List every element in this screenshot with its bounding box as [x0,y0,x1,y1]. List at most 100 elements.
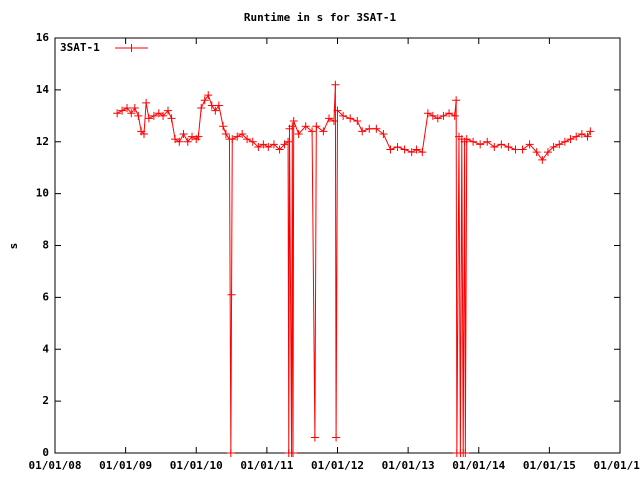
x-tick-label: 01/01/11 [240,459,293,472]
point-marker [310,433,319,442]
point-marker [197,104,206,113]
point-marker [289,449,298,457]
point-marker [393,142,402,151]
x-tick-label: 01/01/14 [452,459,505,472]
point-marker [301,122,310,131]
y-tick-label: 14 [36,83,50,96]
point-marker [149,111,158,120]
point-marker [179,129,188,138]
point-marker [331,80,340,89]
point-marker [572,132,581,141]
point-marker [288,122,297,131]
point-marker [248,137,257,146]
point-marker [194,132,203,141]
point-marker [207,101,216,110]
point-marker [259,140,268,149]
point-marker [423,109,432,118]
y-tick-label: 0 [42,446,49,459]
point-marker [407,148,416,157]
point-marker [365,124,374,133]
point-marker [445,109,454,118]
point-marker [329,117,338,125]
point-marker [159,111,168,120]
point-marker [560,137,569,146]
point-marker [144,114,153,123]
point-marker [532,148,541,157]
point-marker [211,106,220,115]
chart-title: Runtime in s for 3SAT-1 [244,11,397,24]
y-tick-label: 8 [42,239,49,252]
point-marker [549,142,558,151]
point-marker [319,127,328,136]
point-marker [462,135,471,144]
point-marker [228,135,237,144]
point-marker [332,433,341,442]
point-marker [433,114,442,123]
y-tick-label: 12 [36,135,49,148]
point-marker [518,145,527,154]
point-marker [113,109,122,118]
x-tick-label: 01/01/12 [311,459,364,472]
point-marker [400,145,409,154]
point-marker [469,137,478,146]
point-marker [476,140,485,149]
point-marker [269,140,278,149]
point-marker [379,129,388,138]
point-marker [308,127,317,136]
point-marker [264,142,273,151]
point-marker [583,132,592,141]
point-marker [497,140,506,149]
point-marker [333,106,342,115]
legend-swatch [115,44,148,52]
point-marker [227,290,236,299]
x-tick-label: 01/01/16 [594,459,640,472]
x-tick-label: 01/01/15 [523,459,576,472]
point-marker [452,96,461,105]
point-marker [238,129,247,138]
point-marker [214,101,223,110]
point-marker [221,129,230,138]
point-marker [219,122,228,131]
point-marker [130,104,139,113]
point-marker [167,114,176,123]
point-marker [275,145,284,154]
plot-frame [54,37,621,454]
point-marker [289,117,298,125]
y-tick-label: 16 [36,31,50,44]
point-marker [134,111,143,120]
point-marker [372,124,381,133]
point-marker [325,114,334,123]
point-marker [171,135,180,144]
point-marker [142,98,151,107]
point-marker [312,122,321,131]
y-tick-label: 2 [42,394,49,407]
point-marker [284,137,293,146]
point-marker [294,129,303,138]
point-marker [555,140,564,149]
point-marker [154,109,163,118]
x-tick-label: 01/01/10 [170,459,223,472]
y-tick-label: 10 [36,187,49,200]
point-marker [358,127,367,136]
point-marker [127,109,136,118]
point-marker [412,145,421,154]
point-marker [577,129,586,138]
y-tick-label: 6 [42,290,49,303]
y-axis-label: s [7,243,20,250]
point-marker [504,142,513,151]
legend-label: 3SAT-1 [60,41,100,54]
point-marker [428,111,437,120]
point-marker [339,111,348,120]
point-marker [483,137,492,146]
point-marker [226,449,235,457]
point-marker [386,145,395,154]
y-tick-label: 4 [42,342,49,355]
point-marker [538,155,547,164]
point-marker [543,148,552,157]
point-marker [566,135,575,144]
point-marker [183,137,192,146]
point-marker [511,145,520,154]
point-marker [586,127,595,136]
x-tick-label: 01/01/13 [382,459,435,472]
